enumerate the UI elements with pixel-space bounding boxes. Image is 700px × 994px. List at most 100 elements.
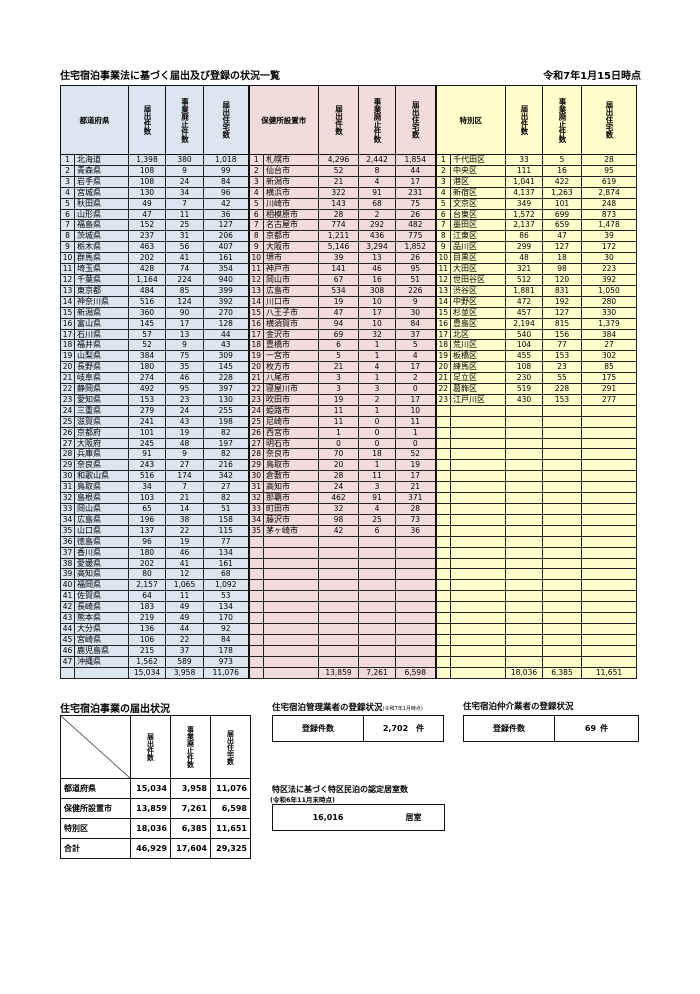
closed-cell: 4 <box>358 503 396 515</box>
closed-cell: 41 <box>165 252 204 265</box>
name-cell <box>450 590 506 603</box>
name-cell: 徳島県 <box>74 535 129 548</box>
units-cell <box>395 622 436 635</box>
units-cell: 775 <box>395 230 436 243</box>
closed-cell <box>542 546 582 559</box>
row-number-cell: 17 <box>247 328 264 341</box>
units-cell: 52 <box>395 448 436 461</box>
row-number-cell <box>434 622 451 635</box>
name-cell <box>450 579 506 592</box>
row-number-cell <box>434 535 451 548</box>
units-cell: 206 <box>203 230 249 243</box>
count-cell: 11 <box>318 404 359 417</box>
row-number-cell: 32 <box>247 492 264 504</box>
name-cell: 千葉県 <box>74 273 129 286</box>
count-cell <box>505 546 543 559</box>
name-cell: 千代田区 <box>450 154 506 166</box>
table-row: 24 三重県 279 24 255 24 姫路市 11 1 10 <box>60 404 637 417</box>
units-cell <box>395 644 436 657</box>
count-cell: 1,881 <box>505 284 543 297</box>
row-number-cell: 14 <box>247 295 264 308</box>
units-cell <box>395 546 436 559</box>
units-cell: 42 <box>203 197 249 210</box>
row-number-cell <box>434 404 451 417</box>
closed-cell <box>542 513 582 526</box>
summary-header-count: 届出件数 <box>130 715 171 779</box>
closed-cell: 23 <box>165 393 204 406</box>
closed-cell <box>542 448 582 461</box>
count-cell: 5 <box>318 350 359 363</box>
name-cell: 文京区 <box>450 197 506 210</box>
units-cell: 407 <box>203 241 249 254</box>
count-cell: 47 <box>318 306 359 319</box>
closed-cell: 2,442 <box>358 154 396 166</box>
row-number-cell: 2 <box>60 164 75 177</box>
closed-cell <box>358 546 396 559</box>
units-cell: 392 <box>203 295 249 308</box>
name-cell <box>450 426 506 439</box>
name-cell <box>263 644 319 657</box>
closed-cell: 49 <box>165 612 204 624</box>
table-row: 2 青森県 108 9 99 2 仙台市 52 8 44 2 中央区 111 16 95 <box>60 164 637 177</box>
count-cell: 108 <box>505 361 543 374</box>
units-cell: 134 <box>203 601 249 614</box>
row-number-cell: 13 <box>247 284 264 297</box>
count-cell <box>505 535 543 548</box>
name-cell: 愛知県 <box>74 393 129 406</box>
table-row: 29 奈良県 243 27 216 29 鳥取市 20 1 19 <box>60 459 637 472</box>
count-cell: 104 <box>505 339 543 352</box>
table-row: 20 長野県 180 35 145 20 枚方市 21 4 17 20 練馬区 108 23 85 <box>60 361 637 374</box>
name-cell <box>263 546 319 559</box>
managers-unit: 件 <box>416 724 425 733</box>
count-cell: 28 <box>318 470 359 483</box>
name-cell: 目黒区 <box>450 252 506 265</box>
units-cell <box>395 557 436 570</box>
row-number-cell: 1 <box>247 154 264 166</box>
summary-row: 保健所設置市 13,859 7,261 6,598 <box>60 798 251 819</box>
header-closed: 事業廃止件数 <box>542 85 582 155</box>
row-number-cell: 4 <box>247 186 264 199</box>
count-cell: 349 <box>505 197 543 210</box>
name-cell: 茅ヶ崎市 <box>263 524 319 537</box>
as-of-date: 令和7年1月15日時点 <box>543 71 641 82</box>
closed-cell: 9 <box>165 339 204 352</box>
closed-cell: 831 <box>542 284 582 297</box>
summary-title: 住宅宿泊事業の届出状況 <box>60 704 170 715</box>
count-cell: 141 <box>318 263 359 275</box>
name-cell: 埼玉県 <box>74 263 129 275</box>
table-row: 40 福岡県 2,157 1,065 1,092 <box>60 579 637 592</box>
units-cell: 1,092 <box>203 579 249 592</box>
closed-cell <box>542 644 582 657</box>
name-cell: 堺市 <box>263 252 319 265</box>
units-cell: 130 <box>203 393 249 406</box>
units-cell: 291 <box>581 383 637 395</box>
row-number-cell <box>434 503 451 515</box>
row-number-cell: 23 <box>247 393 264 406</box>
units-cell: 21 <box>395 481 436 494</box>
row-number-cell: 28 <box>60 448 75 461</box>
closed-cell: 35 <box>165 361 204 374</box>
units-cell: 51 <box>395 273 436 286</box>
units-cell: 255 <box>203 404 249 417</box>
units-cell: 277 <box>581 393 637 406</box>
count-cell: 153 <box>128 393 166 406</box>
row-number-cell: 4 <box>434 186 451 199</box>
summary-table: 届出件数 事業廃止件数 届出住宅数 都道府県 15,034 3,958 11,076 保健所設… <box>60 715 251 859</box>
count-cell <box>505 590 543 603</box>
tokku-box: 16,016 居室 <box>272 804 445 831</box>
count-cell: 48 <box>505 252 543 265</box>
closed-cell <box>358 655 396 668</box>
closed-cell: 1 <box>358 404 396 417</box>
table-row: 13 東京都 484 85 399 13 広島市 534 308 226 13 渋谷区 1,881 831… <box>60 284 637 297</box>
units-cell: 170 <box>203 612 249 624</box>
summary-label: 保健所設置市 <box>60 798 131 819</box>
closed-cell: 6 <box>358 524 396 537</box>
units-cell: 145 <box>203 361 249 374</box>
row-number-cell: 20 <box>434 361 451 374</box>
name-cell: 渋谷区 <box>450 284 506 297</box>
row-number-cell <box>434 612 451 624</box>
name-cell: 杉並区 <box>450 306 506 319</box>
row-number-cell: 22 <box>60 383 75 395</box>
total-cell: 11,651 <box>581 666 637 679</box>
name-cell: 墨田区 <box>450 219 506 232</box>
